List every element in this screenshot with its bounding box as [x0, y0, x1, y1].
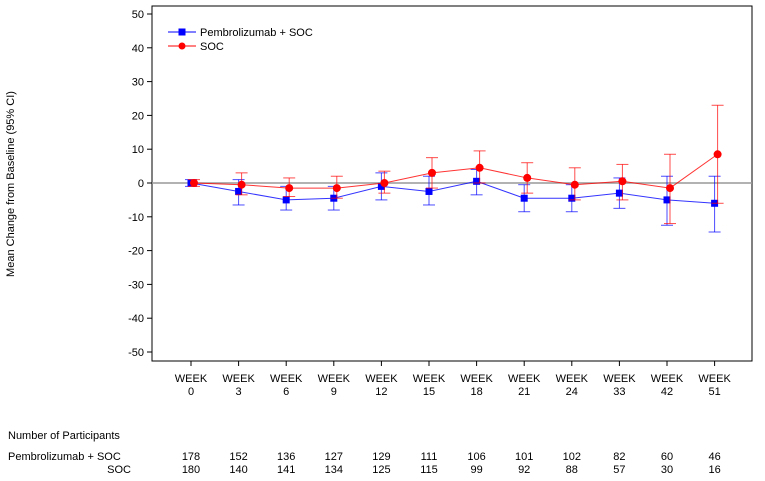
series-line: [190, 180, 715, 204]
x-tick-label: WEEK: [460, 373, 493, 385]
y-tick-label: 0: [138, 178, 144, 190]
data-point: [190, 179, 198, 187]
participant-count: 111: [421, 451, 438, 463]
participant-count: 30: [661, 464, 673, 476]
participant-count: 46: [708, 451, 720, 463]
data-point: [425, 187, 433, 195]
data-point: [235, 187, 243, 195]
participant-count: 16: [708, 464, 720, 476]
data-point: [475, 163, 484, 172]
data-point: [380, 179, 389, 187]
x-tick-label: WEEK: [556, 373, 589, 385]
data-point: [666, 184, 674, 193]
y-tick-label: -50: [128, 347, 144, 359]
participant-count: 102: [563, 451, 581, 463]
x-tick-label: 3: [236, 386, 242, 398]
x-tick-label: WEEK: [318, 373, 351, 385]
data-point: [663, 196, 671, 204]
y-tick-label: -30: [128, 279, 144, 291]
data-point: [520, 194, 528, 202]
x-tick-label: WEEK: [651, 373, 684, 385]
data-point: [568, 194, 576, 202]
participant-count: 134: [325, 464, 343, 476]
y-tick-label: 40: [132, 43, 144, 55]
participant-count: 92: [518, 464, 530, 476]
legend-marker: [178, 42, 186, 50]
participant-count: 82: [613, 451, 625, 463]
data-point: [618, 177, 627, 186]
data-point: [285, 184, 294, 193]
participant-count: 106: [467, 451, 485, 463]
x-tick-label: WEEK: [365, 373, 398, 385]
x-tick-label: 9: [331, 386, 337, 398]
participants-row-label: Pembrolizumab + SOC: [8, 451, 121, 463]
data-point: [332, 184, 341, 193]
x-tick-label: WEEK: [175, 373, 208, 385]
x-tick-label: 6: [283, 386, 289, 398]
x-tick-label: 12: [375, 386, 387, 398]
x-tick-label: WEEK: [508, 373, 541, 385]
data-point: [523, 173, 532, 182]
participant-count: 99: [470, 464, 482, 476]
y-tick-label: 50: [132, 9, 144, 21]
participant-count: 101: [515, 451, 533, 463]
y-axis-label: Mean Change from Baseline (95% CI): [5, 91, 17, 277]
x-tick-label: WEEK: [413, 373, 446, 385]
y-tick-label: 30: [132, 77, 144, 89]
x-tick-label: WEEK: [270, 373, 303, 385]
x-tick-label: 21: [518, 386, 530, 398]
series-line: [193, 153, 718, 189]
y-tick-label: 10: [132, 144, 144, 156]
x-tick-label: 18: [470, 386, 482, 398]
participant-count: 180: [182, 464, 200, 476]
participant-count: 125: [372, 464, 390, 476]
participant-count: 115: [420, 464, 438, 476]
participant-count: 140: [229, 464, 247, 476]
data-point: [615, 189, 623, 197]
data-point: [713, 150, 722, 159]
participant-count: 178: [182, 451, 200, 463]
data-point: [377, 182, 385, 190]
legend-label: SOC: [200, 41, 224, 53]
legend-label: Pembrolizumab + SOC: [200, 27, 313, 39]
x-tick-label: 0: [188, 386, 194, 398]
x-tick-label: 42: [661, 386, 673, 398]
x-tick-label: WEEK: [698, 373, 731, 385]
y-tick-label: 20: [132, 110, 144, 122]
participant-count: 127: [325, 451, 343, 463]
participant-count: 60: [661, 451, 673, 463]
participant-count: 141: [277, 464, 295, 476]
participants-title: Number of Participants: [8, 430, 120, 442]
y-tick-label: -40: [128, 313, 144, 325]
x-tick-label: WEEK: [603, 373, 636, 385]
x-tick-label: 33: [613, 386, 625, 398]
x-tick-label: 24: [566, 386, 578, 398]
x-tick-label: 51: [708, 386, 720, 398]
data-point: [237, 180, 246, 189]
participants-row-label: SOC: [107, 464, 131, 476]
participant-count: 57: [613, 464, 625, 476]
data-point: [282, 196, 290, 204]
participant-count: 129: [372, 451, 390, 463]
x-tick-label: WEEK: [222, 373, 255, 385]
x-tick-label: 15: [423, 386, 435, 398]
data-point: [428, 168, 436, 177]
participant-count: 88: [566, 464, 578, 476]
y-tick-label: -20: [128, 246, 144, 258]
data-point: [570, 180, 579, 189]
data-point: [473, 177, 481, 185]
y-tick-label: -10: [128, 212, 144, 224]
participant-count: 152: [229, 451, 247, 463]
participant-count: 136: [277, 451, 295, 463]
legend-marker: [178, 28, 186, 36]
